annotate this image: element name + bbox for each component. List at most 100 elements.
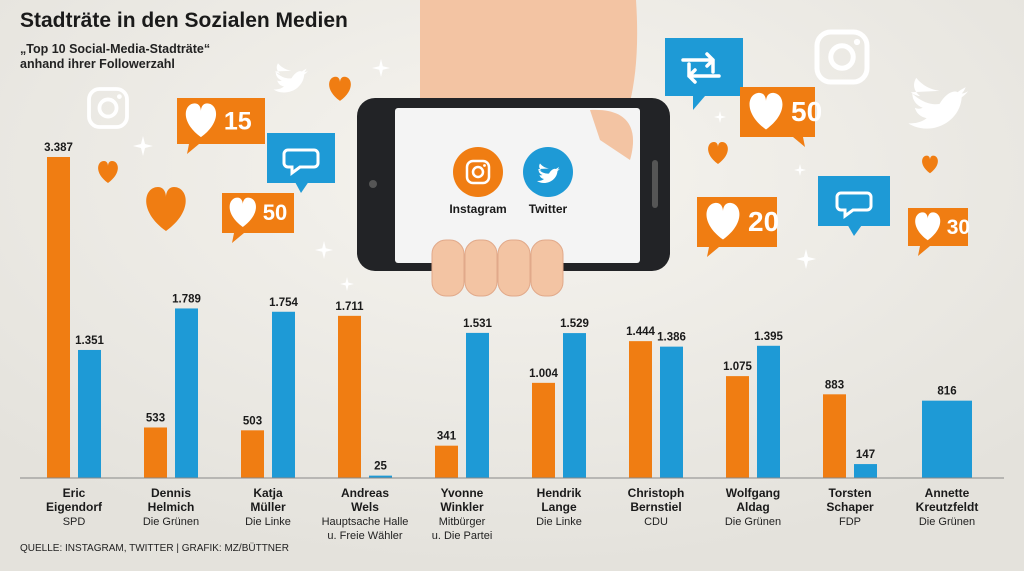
category-party: Die Grünen bbox=[143, 516, 199, 528]
heart-icon bbox=[185, 103, 217, 138]
category-name: Lange bbox=[541, 500, 577, 514]
sparkle-icon bbox=[315, 241, 333, 259]
twitter-bird-icon bbox=[273, 63, 308, 93]
badge-50-right: 50 bbox=[740, 87, 822, 147]
data-label: 341 bbox=[437, 431, 457, 443]
finger bbox=[497, 239, 531, 297]
category-party: Die Grünen bbox=[919, 516, 975, 528]
data-label: 1.395 bbox=[754, 331, 783, 343]
data-label: 1.444 bbox=[626, 326, 655, 338]
heart-icon bbox=[98, 161, 118, 183]
category-name: Katja bbox=[253, 486, 283, 500]
heart-icon bbox=[922, 155, 938, 174]
category-party: Die Grünen bbox=[725, 516, 781, 528]
bar-twitter bbox=[922, 400, 972, 478]
bar-instagram bbox=[338, 315, 361, 478]
badge-50-left: 50 bbox=[222, 193, 294, 243]
phone-screen bbox=[395, 108, 640, 263]
category-party: u. Freie Wähler bbox=[327, 530, 403, 542]
phone-group: Instagram Twitter bbox=[357, 0, 670, 297]
phone-button bbox=[652, 160, 658, 208]
category-name: Helmich bbox=[148, 500, 195, 514]
data-label: 147 bbox=[856, 449, 875, 461]
sparkle-icon bbox=[340, 277, 354, 291]
badge-count: 20 bbox=[748, 206, 779, 237]
finger bbox=[464, 239, 498, 297]
thumb bbox=[590, 109, 634, 160]
data-label: 816 bbox=[937, 386, 956, 398]
instagram-outline-icon bbox=[814, 29, 870, 85]
category-party: CDU bbox=[644, 516, 668, 528]
bar-twitter bbox=[272, 311, 295, 478]
bar-twitter bbox=[369, 475, 392, 478]
category-party: u. Die Partei bbox=[432, 530, 493, 542]
category-name: Torsten bbox=[828, 486, 871, 500]
heart-icon bbox=[146, 187, 186, 231]
data-label: 1.531 bbox=[463, 318, 492, 330]
category-name: Hendrik bbox=[537, 486, 582, 500]
instagram-outline-icon bbox=[87, 87, 129, 129]
category-name: Yvonne bbox=[441, 486, 484, 500]
finger bbox=[530, 239, 564, 297]
subtitle-line-1: „Top 10 Social-Media-Stadträte“ bbox=[20, 42, 211, 56]
data-label: 1.351 bbox=[75, 335, 104, 347]
data-label: 25 bbox=[374, 461, 387, 473]
decoration-layer: 15 50 50 20 30 Instagram Twitter bbox=[87, 0, 970, 297]
data-label: 1.004 bbox=[529, 368, 558, 380]
category-name: Dennis bbox=[151, 486, 191, 500]
data-label: 1.075 bbox=[723, 361, 752, 373]
sparkle-icon bbox=[372, 59, 390, 77]
bar-twitter bbox=[78, 349, 101, 478]
category-name: Wolfgang bbox=[726, 486, 780, 500]
comment-bubble-right bbox=[818, 176, 890, 236]
badge-20: 20 bbox=[697, 197, 779, 257]
bar-instagram bbox=[47, 157, 70, 478]
category-party: Die Linke bbox=[536, 516, 582, 528]
bar-twitter bbox=[466, 332, 489, 478]
instagram-app-icon bbox=[453, 147, 503, 197]
phone-camera bbox=[369, 180, 377, 188]
bars-layer: 3.387 1.351 533 1.789 503 1.754 1.711 25 341 1.53… bbox=[44, 142, 972, 478]
badge-30: 30 bbox=[908, 208, 970, 256]
chart-title: Stadträte in den Sozialen Medien bbox=[20, 9, 348, 32]
twitter-bird-icon bbox=[537, 163, 560, 183]
bar-instagram bbox=[144, 427, 167, 478]
comment-bubble-left bbox=[267, 133, 335, 193]
badge-count: 50 bbox=[263, 200, 287, 225]
bar-instagram bbox=[241, 430, 264, 478]
heart-icon bbox=[329, 76, 351, 101]
heart-icon bbox=[749, 92, 783, 130]
sparkle-icon bbox=[796, 249, 816, 269]
data-label: 1.754 bbox=[269, 297, 298, 309]
bar-instagram bbox=[532, 382, 555, 478]
data-label: 503 bbox=[243, 415, 262, 427]
category-name: Wels bbox=[351, 500, 379, 514]
finger bbox=[431, 239, 465, 297]
twitter-app-icon bbox=[523, 147, 573, 197]
bar-instagram bbox=[629, 341, 652, 478]
heart-icon bbox=[915, 212, 941, 241]
category-name: Müller bbox=[250, 500, 286, 514]
heart-icon bbox=[229, 197, 256, 227]
twitter-label: Twitter bbox=[529, 202, 568, 216]
bar-twitter bbox=[175, 308, 198, 478]
category-name: Kreutzfeldt bbox=[916, 500, 979, 514]
badge-count: 30 bbox=[947, 216, 970, 239]
category-name: Eigendorf bbox=[46, 500, 103, 514]
category-party: SPD bbox=[63, 516, 86, 528]
category-name: Winkler bbox=[440, 500, 484, 514]
bar-twitter bbox=[660, 346, 683, 478]
chart-subtitle: „Top 10 Social-Media-Stadträte“ anhand i… bbox=[20, 42, 280, 72]
data-label: 533 bbox=[146, 412, 165, 424]
category-name: Annette bbox=[925, 486, 970, 500]
data-label: 883 bbox=[825, 379, 844, 391]
badge-count: 50 bbox=[791, 96, 822, 127]
category-party: Mitbürger bbox=[439, 516, 486, 528]
category-name: Schaper bbox=[826, 500, 874, 514]
bar-instagram bbox=[726, 376, 749, 478]
data-label: 1.529 bbox=[560, 318, 589, 330]
heart-icon bbox=[706, 202, 740, 240]
